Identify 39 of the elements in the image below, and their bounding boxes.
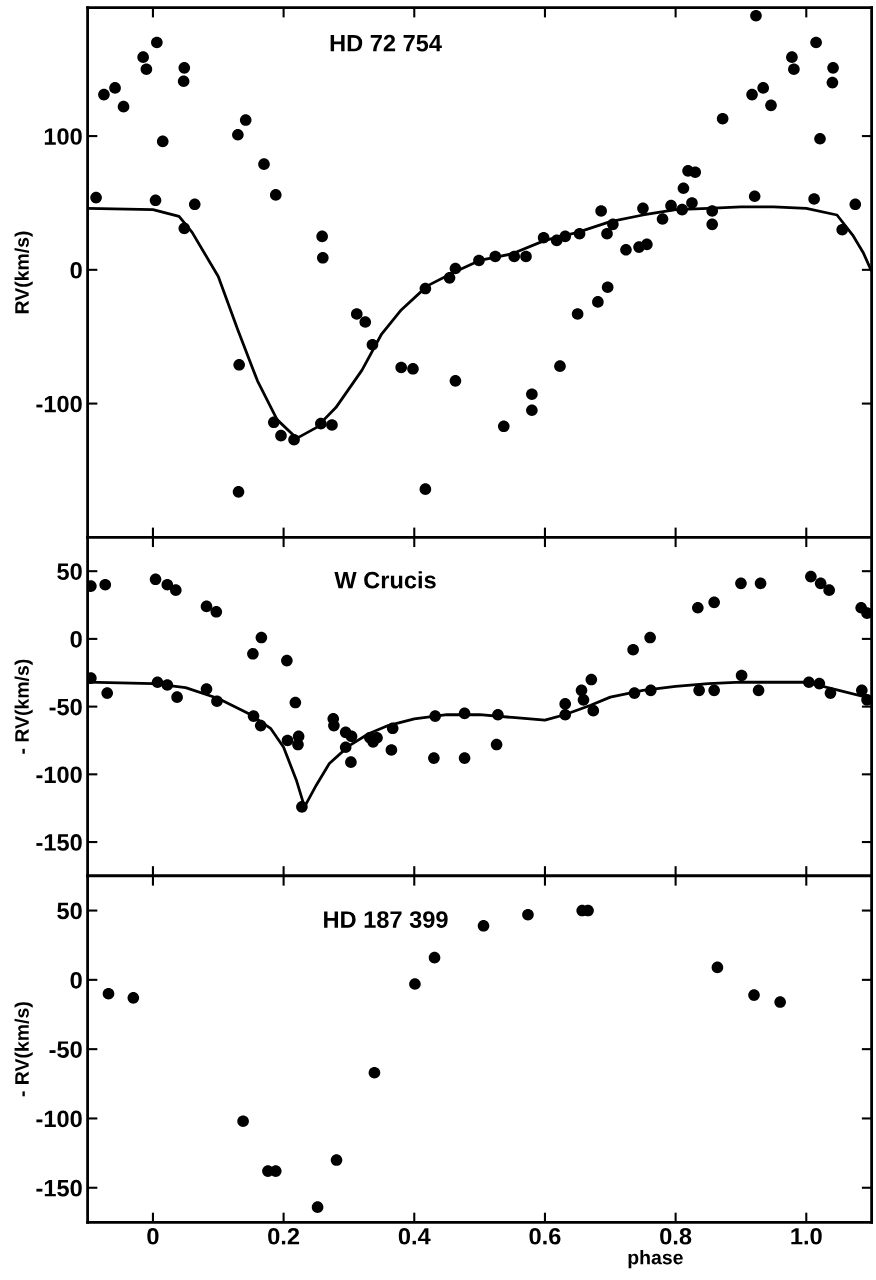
point (127, 992, 140, 1004)
y-axis-title: - RV(km/s) (14, 1002, 33, 1097)
point (522, 908, 534, 921)
y-axis-title: RV(km/s) (14, 231, 33, 314)
y-tick-label: -100 (36, 1110, 82, 1128)
y-tick-label: 50 (57, 563, 82, 580)
y-axis-title: - RV(km/s) (14, 659, 33, 754)
point (477, 919, 490, 932)
x-tick-label: 0.8 (660, 1227, 692, 1245)
y-tick-label: -150 (36, 1179, 82, 1197)
point (428, 951, 441, 964)
x-tick-label: 0.2 (268, 1227, 300, 1245)
y-tick-label: 0 (70, 261, 82, 279)
point (774, 996, 786, 1008)
point (237, 1115, 249, 1128)
y-tick-label: 50 (57, 902, 82, 920)
point (368, 1066, 381, 1079)
y-tick-label: 100 (44, 128, 82, 145)
text: W Crucis (334, 571, 436, 589)
y-tick-label: -50 (49, 698, 82, 716)
text: HD 72 754 (330, 34, 442, 52)
y-tick-label: -100 (36, 395, 82, 413)
point (409, 978, 421, 990)
x-axis-title: phase (628, 1250, 683, 1269)
text: HD 187 399 (324, 911, 448, 928)
y-tick-label: 0 (70, 630, 82, 648)
x-tick-label: 0.4 (398, 1227, 431, 1245)
x-tick-label: 0.6 (529, 1227, 561, 1245)
point (711, 961, 724, 974)
x-tick-label: 0 (147, 1227, 159, 1245)
point (311, 1201, 324, 1213)
point (330, 1154, 343, 1166)
point (748, 989, 760, 1001)
x-tick-label: 1.0 (791, 1227, 822, 1245)
y-tick-label: 0 (70, 971, 82, 989)
y-tick-label: -100 (36, 766, 82, 784)
y-tick-label: -50 (49, 1041, 82, 1058)
point (102, 987, 115, 1000)
y-tick-label: -150 (36, 834, 82, 851)
